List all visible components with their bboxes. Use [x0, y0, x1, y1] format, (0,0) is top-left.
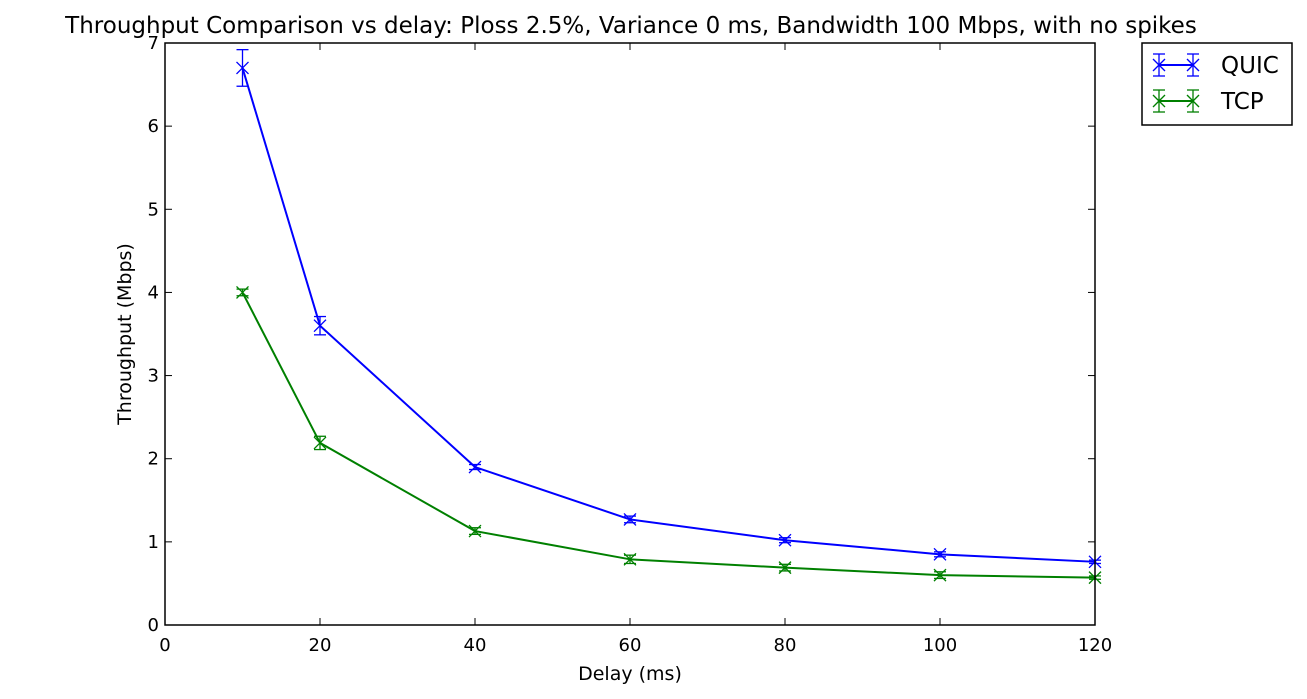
x-tick-label: 80	[774, 635, 797, 656]
data-point-quic	[933, 547, 947, 561]
x-tick-label: 60	[619, 635, 642, 656]
data-point-tcp	[778, 561, 792, 575]
y-axis-title: Throughput (Mbps)	[114, 243, 136, 426]
y-tick-label: 6	[148, 116, 159, 137]
legend-item-tcp: TCP	[1152, 89, 1264, 115]
x-tick-label: 100	[923, 635, 957, 656]
x-tick-label: 40	[464, 635, 487, 656]
y-tick-label: 2	[148, 449, 159, 470]
y-tick-label: 4	[148, 282, 159, 303]
legend-marker-quic	[1152, 58, 1166, 72]
series-quic	[236, 49, 1102, 569]
plot-area: 0 20 40 60 80 100 120 0 1 2 3 4 5 6 7	[148, 33, 1113, 656]
legend-marker-tcp	[1152, 94, 1166, 108]
legend-label-quic: QUIC	[1221, 53, 1279, 79]
chart-title: Throughput Comparison vs delay: Ploss 2.…	[64, 13, 1197, 39]
series-tcp	[236, 285, 1102, 585]
y-tick-label: 7	[148, 33, 159, 54]
data-point-quic	[313, 319, 327, 333]
y-tick-label: 1	[148, 532, 159, 553]
legend-marker-quic	[1186, 58, 1200, 72]
legend-item-quic: QUIC	[1152, 53, 1279, 79]
series-line-quic	[241, 67, 1096, 563]
data-point-quic	[468, 460, 482, 474]
x-axis-title: Delay (ms)	[578, 663, 682, 685]
y-tick-label: 0	[148, 615, 159, 636]
x-tick-label: 120	[1078, 635, 1112, 656]
x-tick-label: 20	[309, 635, 332, 656]
legend: QUIC TCP	[1141, 42, 1293, 126]
data-point-tcp	[468, 524, 482, 538]
series-line-tcp	[241, 291, 1096, 579]
data-point-tcp	[933, 568, 947, 582]
data-point-tcp	[313, 436, 327, 450]
y-tick-label: 5	[148, 199, 159, 220]
y-tick-label: 3	[148, 366, 159, 387]
data-point-quic	[236, 61, 249, 75]
data-point-quic	[778, 533, 792, 547]
legend-box	[1141, 42, 1293, 126]
x-tick-label: 0	[159, 635, 170, 656]
data-point-tcp	[623, 552, 637, 566]
data-point-tcp	[236, 285, 249, 299]
data-point-quic	[623, 512, 637, 526]
legend-label-tcp: TCP	[1220, 89, 1264, 115]
axes-frame	[164, 42, 1096, 626]
legend-marker-tcp	[1186, 94, 1200, 108]
